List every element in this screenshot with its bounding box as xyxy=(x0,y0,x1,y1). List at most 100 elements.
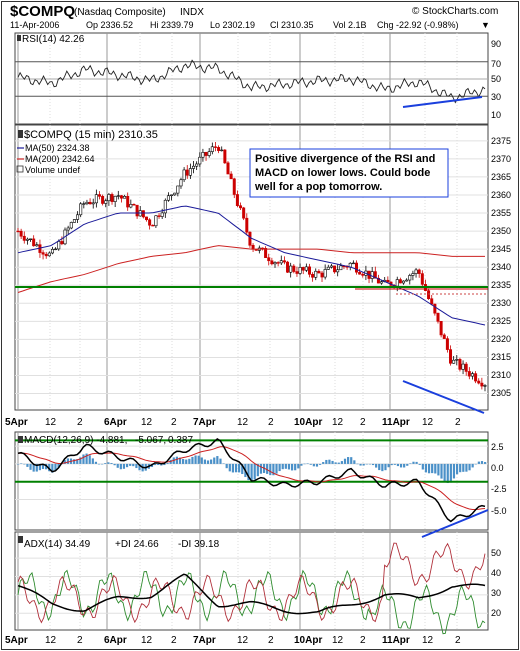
rsi-tick: 10 xyxy=(491,110,501,120)
macd-histogram-bar xyxy=(191,456,194,464)
macd-histogram-bar xyxy=(225,463,228,469)
macd-histogram-bar xyxy=(32,463,35,472)
x-axis-label: 2 xyxy=(77,635,83,646)
macd-histogram-bar xyxy=(287,463,291,470)
x-axis-label: 12 xyxy=(422,635,434,646)
quote-date: 11-Apr-2006 xyxy=(10,20,59,30)
candle-body xyxy=(470,373,474,377)
macd-histogram-bar xyxy=(452,463,456,479)
candle-body xyxy=(210,146,214,152)
plus-di-label: +DI 24.66 xyxy=(115,539,159,550)
price-tick: 2315 xyxy=(491,352,511,362)
candle-body xyxy=(445,338,449,350)
candle-body xyxy=(464,363,468,372)
candle-body xyxy=(336,269,340,273)
candle-body xyxy=(198,156,202,165)
candle-body xyxy=(270,260,274,265)
candle-body xyxy=(402,280,406,284)
macd-histogram-bar xyxy=(253,463,256,480)
candle-body xyxy=(405,279,409,282)
macd-histogram-bar xyxy=(73,459,76,464)
macd-histogram-bar xyxy=(54,463,57,471)
x-axis-label: 5Apr xyxy=(5,417,28,428)
annotation-line-2: MACD on lower lows. Could bode xyxy=(255,167,430,179)
macd-histogram-bar xyxy=(132,463,135,467)
plus-di-line xyxy=(17,569,486,635)
candle-body xyxy=(94,194,98,204)
macd-histogram-bar xyxy=(415,461,418,464)
x-axis-label: 12 xyxy=(45,635,57,646)
annotation-line-3: well for a pop tomorrow. xyxy=(254,181,382,193)
x-axis-label: 2 xyxy=(268,417,274,428)
price-tick: 2320 xyxy=(491,334,511,344)
macd-histogram-bar xyxy=(88,455,91,464)
macd-histogram-bar xyxy=(129,463,132,466)
macd-histogram xyxy=(17,453,487,484)
macd-ticks: 2.5 0.0 -2.5 -5.0 xyxy=(491,442,507,516)
candle-body xyxy=(242,207,246,219)
candle-body xyxy=(97,194,101,197)
macd-histogram-bar xyxy=(378,463,381,471)
quote-high: Hi 2339.79 xyxy=(150,20,194,30)
macd-histogram-bar xyxy=(206,460,210,464)
candle-body xyxy=(154,215,158,227)
price-tick: 2370 xyxy=(491,154,511,164)
candle-body xyxy=(358,271,362,275)
change-down-icon: ▼ xyxy=(481,20,490,30)
x-axis-label: 2 xyxy=(171,635,177,646)
macd-histogram-bar xyxy=(459,463,462,473)
candle-body xyxy=(333,265,337,273)
macd-histogram-bar xyxy=(97,463,101,465)
watermark: © StockCharts.com xyxy=(412,6,498,17)
macd-histogram-bar xyxy=(116,463,119,468)
candle-body xyxy=(104,200,108,204)
macd-histogram-bar xyxy=(294,463,297,471)
candle-body xyxy=(301,267,305,271)
x-axis-label: 10Apr xyxy=(294,417,322,428)
macd-histogram-bar xyxy=(66,458,70,464)
macd-histogram-bar xyxy=(163,463,166,466)
macd-histogram-bar xyxy=(421,463,424,470)
macd-tick: 2.5 xyxy=(491,442,504,452)
candle-body xyxy=(85,201,89,205)
macd-histogram-bar xyxy=(318,463,322,465)
macd-divergence-trendline xyxy=(421,509,489,538)
macd-histogram-bar xyxy=(110,462,113,464)
macd-histogram-bar xyxy=(101,463,104,465)
macd-histogram-bar xyxy=(468,463,471,471)
macd-histogram-bar xyxy=(393,463,396,465)
ma200-line xyxy=(17,245,485,293)
macd-histogram-bar xyxy=(57,463,60,468)
rsi-grid xyxy=(15,61,488,97)
candle-body xyxy=(107,194,111,202)
macd-histogram-bar xyxy=(427,463,431,474)
x-axis-top: 5Apr 12 2 6Apr 12 2 7Apr 12 2 10Apr 12 2… xyxy=(5,417,461,428)
price-tick: 2330 xyxy=(491,298,511,308)
candle-body xyxy=(160,212,164,217)
adx-tick: 40 xyxy=(491,568,501,578)
x-axis-label: 2 xyxy=(268,635,274,646)
macd-tick: -2.5 xyxy=(491,484,507,494)
macd-histogram-bar xyxy=(203,459,206,464)
adx-tick: 50 xyxy=(491,548,501,558)
price-tick: 2325 xyxy=(491,316,511,326)
price-lower-low-trendline xyxy=(402,380,485,414)
candle-body xyxy=(276,262,280,264)
macd-histogram-bar xyxy=(26,463,29,467)
macd-histogram-bar xyxy=(403,463,406,468)
candle-body xyxy=(267,257,271,262)
candle-body xyxy=(370,271,374,279)
x-axis-bottom: 5Apr 12 2 6Apr 12 2 7Apr 12 2 10Apr 12 2… xyxy=(5,635,461,646)
x-axis-label: 6Apr xyxy=(104,417,127,428)
candle-body xyxy=(204,152,208,156)
macd-histogram-bar xyxy=(371,463,375,466)
candle-body xyxy=(295,271,299,274)
macd-histogram-bar xyxy=(182,459,185,464)
candle-body xyxy=(248,231,252,246)
macd-histogram-bar xyxy=(312,463,315,467)
macd-histogram-bar xyxy=(309,463,312,465)
macd-histogram-bar xyxy=(194,455,197,464)
candle-body xyxy=(19,230,23,237)
candle-body xyxy=(79,203,83,216)
macd-histogram-bar xyxy=(434,463,437,474)
